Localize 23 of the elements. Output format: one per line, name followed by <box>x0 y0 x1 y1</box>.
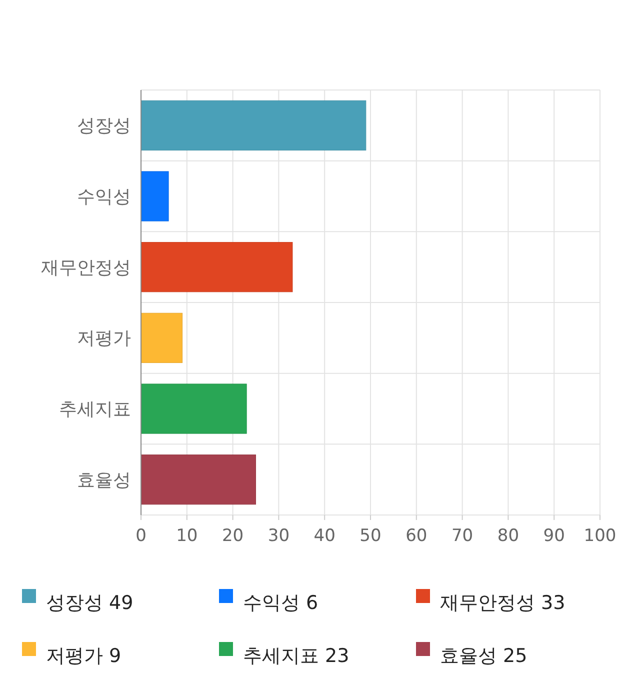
x-tick-label: 20 <box>222 526 244 546</box>
x-tick-label: 80 <box>497 526 520 546</box>
x-tick-label: 10 <box>176 526 198 546</box>
x-tick-label: 40 <box>314 526 336 546</box>
x-tick-label: 30 <box>268 526 290 546</box>
y-tick-label: 추세지표 <box>59 399 131 420</box>
x-tick-label: 50 <box>360 526 382 546</box>
legend-label: 저평가 9 <box>46 645 122 667</box>
legend-label: 재무안정성 33 <box>440 592 566 614</box>
x-tick-label: 70 <box>451 526 474 546</box>
legend-label: 성장성 49 <box>46 592 134 614</box>
y-tick-label: 수익성 <box>77 186 131 208</box>
legend-label: 추세지표 23 <box>243 645 350 667</box>
legend-label: 수익성 6 <box>243 592 318 614</box>
legend-label: 효율성 25 <box>440 645 528 667</box>
y-tick-label: 효율성 <box>77 470 131 491</box>
y-tick-label: 저평가 <box>77 328 131 350</box>
y-tick-label: 성장성 <box>77 116 131 137</box>
x-tick-label: 100 <box>584 526 616 546</box>
x-tick-label: 60 <box>406 526 428 546</box>
y-tick-label: 재무안정성 <box>41 257 131 278</box>
x-tick-label: 90 <box>543 526 565 546</box>
x-tick-label: 0 <box>136 526 146 546</box>
